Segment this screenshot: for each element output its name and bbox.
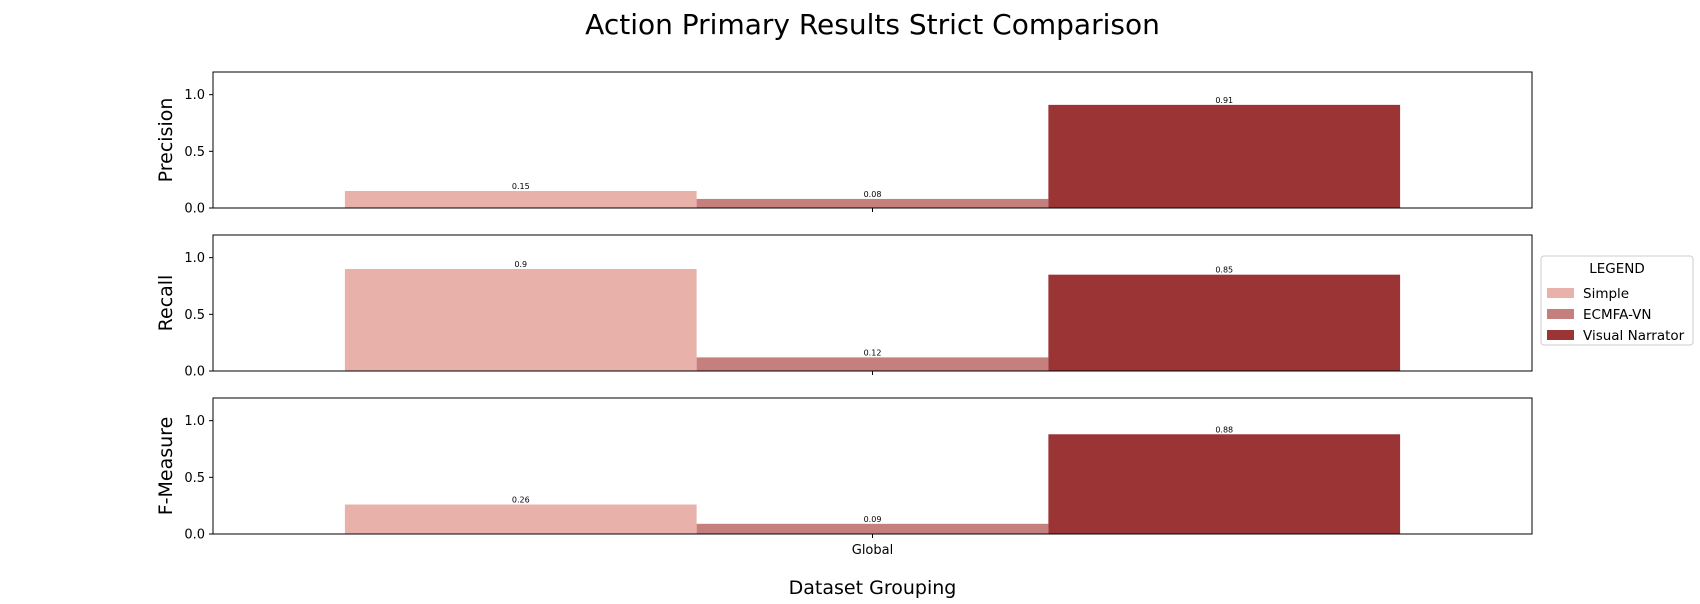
x-tick-label: Global	[852, 543, 893, 558]
legend-entry: Visual Narrator	[1583, 328, 1685, 344]
panel-f-measure: 0.26 0.09 0.88 0.0 0.5 1.0 F-Measure Global	[155, 397, 1533, 558]
legend-entry: Simple	[1583, 286, 1629, 302]
y-tick-label: 0.0	[184, 365, 205, 380]
legend-swatch	[1547, 309, 1574, 319]
data-label: 0.91	[1215, 96, 1233, 105]
legend: LEGEND Simple ECMFA-VN Visual Narrator	[1540, 255, 1694, 346]
data-label: 0.09	[864, 515, 882, 524]
y-tick-label: 0.0	[184, 528, 205, 543]
y-axis-label: Precision	[155, 98, 177, 183]
y-tick-label: 0.5	[184, 308, 205, 323]
bar-simple	[344, 269, 697, 371]
legend-title: LEGEND	[1589, 261, 1645, 277]
panels-group: 0.15 0.08 0.91 0.0 0.5 1.0 Precision 0.9 0.12 0.8…	[155, 71, 1533, 558]
bar-visual-narrator	[1048, 104, 1401, 208]
y-axis-label: F-Measure	[155, 417, 177, 516]
y-tick-label: 1.0	[184, 251, 205, 266]
data-label: 0.08	[864, 190, 882, 199]
bar-visual-narrator	[1048, 274, 1401, 371]
bar-visual-narrator	[1048, 434, 1401, 534]
legend-box	[1540, 255, 1694, 346]
data-label: 0.88	[1215, 425, 1233, 434]
y-tick-label: 0.5	[184, 471, 205, 486]
chart-title: Action Primary Results Strict Comparison	[585, 8, 1160, 41]
data-label: 0.85	[1215, 266, 1233, 275]
x-axis-label: Dataset Grouping	[789, 577, 957, 599]
y-tick-label: 1.0	[184, 88, 205, 103]
bar-ecmfa-vn	[696, 523, 1049, 534]
data-label: 0.12	[864, 348, 882, 357]
legend-swatch	[1547, 330, 1574, 340]
bar-simple	[344, 191, 697, 208]
bar-ecmfa-vn	[696, 357, 1049, 371]
y-tick-label: 0.5	[184, 145, 205, 160]
y-tick-label: 1.0	[184, 414, 205, 429]
panel-precision: 0.15 0.08 0.91 0.0 0.5 1.0 Precision	[155, 71, 1533, 217]
panel-recall: 0.9 0.12 0.85 0.0 0.5 1.0 Recall	[155, 234, 1533, 380]
y-tick-label: 0.0	[184, 202, 205, 217]
data-label: 0.15	[512, 182, 530, 191]
y-axis-label: Recall	[155, 275, 177, 332]
legend-swatch	[1547, 288, 1574, 298]
bar-simple	[344, 504, 697, 534]
data-label: 0.9	[514, 260, 527, 269]
legend-entry: ECMFA-VN	[1583, 307, 1651, 323]
bar-ecmfa-vn	[696, 198, 1049, 208]
data-label: 0.26	[512, 496, 530, 505]
